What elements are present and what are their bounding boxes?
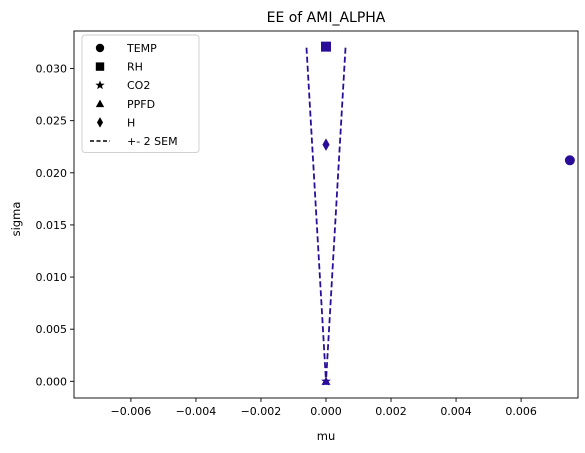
x-tick-label: 0.000 bbox=[310, 405, 342, 418]
marker-rh bbox=[321, 42, 331, 52]
legend-label-rh: RH bbox=[127, 61, 143, 74]
legend-label-co2: CO2 bbox=[127, 79, 150, 92]
y-axis-label: sigma bbox=[9, 202, 23, 237]
y-tick-label: 0.030 bbox=[36, 63, 68, 76]
marker-temp bbox=[565, 155, 575, 165]
x-tick-label: −0.004 bbox=[176, 405, 217, 418]
x-tick-label: 0.002 bbox=[375, 405, 407, 418]
legend-marker-rh bbox=[96, 62, 104, 70]
chart-title: EE of AMI_ALPHA bbox=[267, 10, 386, 26]
y-tick-label: 0.015 bbox=[36, 219, 68, 232]
x-tick-label: 0.004 bbox=[440, 405, 472, 418]
x-axis-label: mu bbox=[317, 429, 336, 443]
legend-label-temp: TEMP bbox=[126, 42, 157, 55]
y-tick-label: 0.005 bbox=[36, 323, 68, 336]
y-tick-label: 0.020 bbox=[36, 167, 68, 180]
x-tick-label: −0.006 bbox=[111, 405, 152, 418]
y-tick-label: 0.000 bbox=[36, 375, 68, 388]
y-tick-label: 0.025 bbox=[36, 115, 68, 128]
legend-label--2-sem: +- 2 SEM bbox=[127, 135, 178, 148]
legend-label-ppfd: PPFD bbox=[127, 98, 155, 111]
legend-label-h: H bbox=[127, 116, 135, 129]
y-tick-label: 0.010 bbox=[36, 271, 68, 284]
x-tick-label: 0.006 bbox=[505, 405, 537, 418]
legend: TEMP RH CO2 PPFD H +- 2 SEM bbox=[82, 35, 199, 153]
x-tick-label: −0.002 bbox=[241, 405, 282, 418]
legend-marker-temp bbox=[96, 44, 104, 52]
